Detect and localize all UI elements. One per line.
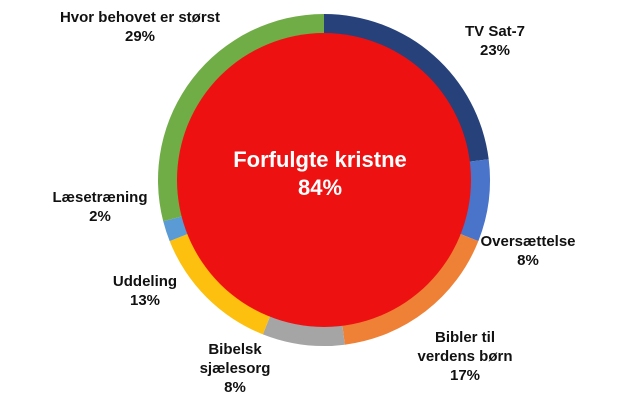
label-name: Uddeling bbox=[112, 273, 178, 290]
ring-slice-0 bbox=[324, 14, 489, 162]
label-value: 29% bbox=[124, 28, 156, 45]
label-name: Oversættelse bbox=[480, 233, 576, 250]
label-value: 8% bbox=[517, 252, 539, 269]
center-label: Forfulgte kristne 84% bbox=[200, 146, 440, 202]
ring-slice-4 bbox=[169, 233, 271, 335]
label-value: 23% bbox=[479, 42, 511, 59]
label-value: 13% bbox=[129, 292, 161, 309]
label-value: 8% bbox=[224, 379, 246, 396]
label-name: Bibler til verdens børn bbox=[417, 329, 513, 365]
label-bibler-til-verdens-born: Bibler til verdens børn 17% bbox=[400, 328, 530, 385]
ring-slice-3 bbox=[262, 315, 345, 346]
label-laesetraening: Læsetræning 2% bbox=[50, 188, 150, 226]
label-tv-sat-7: TV Sat-7 23% bbox=[440, 22, 550, 60]
label-uddeling: Uddeling 13% bbox=[105, 272, 185, 310]
ring-slice-1 bbox=[459, 159, 490, 242]
label-name: Bibelsk sjælesorg bbox=[199, 341, 271, 377]
center-title: Forfulgte kristne bbox=[233, 147, 407, 172]
label-bibelsk-sjaelesorg: Bibelsk sjælesorg 8% bbox=[180, 340, 290, 397]
label-name: Læsetræning bbox=[52, 189, 148, 206]
label-hvor-behovet-er-storst: Hvor behovet er størst 29% bbox=[50, 8, 230, 46]
ring-slice-5 bbox=[163, 216, 189, 242]
inner-circle bbox=[177, 33, 471, 327]
center-value: 84% bbox=[297, 175, 343, 200]
label-name: TV Sat-7 bbox=[464, 23, 525, 40]
label-value: 17% bbox=[449, 367, 481, 384]
label-oversaettelse: Oversættelse 8% bbox=[468, 232, 588, 270]
label-name: Hvor behovet er størst bbox=[59, 9, 221, 26]
label-value: 2% bbox=[89, 208, 111, 225]
